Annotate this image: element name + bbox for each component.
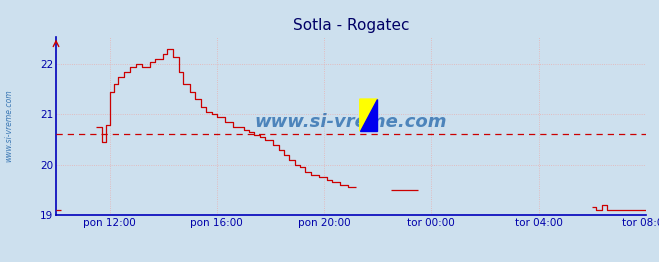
Text: www.si-vreme.com: www.si-vreme.com [254, 113, 447, 131]
Text: www.si-vreme.com: www.si-vreme.com [4, 89, 13, 162]
Title: Sotla - Rogatec: Sotla - Rogatec [293, 18, 409, 33]
Polygon shape [360, 99, 378, 131]
Polygon shape [360, 99, 378, 131]
